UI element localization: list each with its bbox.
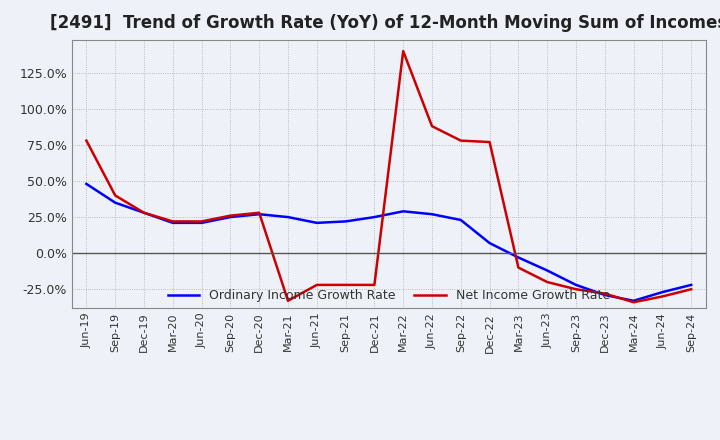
Net Income Growth Rate <box>82 138 91 143</box>
Ordinary Income Growth Rate <box>197 220 206 226</box>
Net Income Growth Rate <box>514 265 523 270</box>
Line: Net Income Growth Rate: Net Income Growth Rate <box>86 51 691 302</box>
Ordinary Income Growth Rate <box>629 298 638 304</box>
Net Income Growth Rate <box>140 210 148 216</box>
Ordinary Income Growth Rate <box>600 292 609 297</box>
Ordinary Income Growth Rate <box>370 214 379 220</box>
Net Income Growth Rate <box>226 213 235 218</box>
Ordinary Income Growth Rate <box>514 255 523 260</box>
Ordinary Income Growth Rate <box>658 290 667 295</box>
Ordinary Income Growth Rate <box>572 282 580 288</box>
Net Income Growth Rate <box>572 286 580 292</box>
Net Income Growth Rate <box>111 193 120 198</box>
Ordinary Income Growth Rate <box>140 210 148 216</box>
Ordinary Income Growth Rate <box>399 209 408 214</box>
Line: Ordinary Income Growth Rate: Ordinary Income Growth Rate <box>86 184 691 301</box>
Ordinary Income Growth Rate <box>687 282 696 288</box>
Net Income Growth Rate <box>399 48 408 54</box>
Net Income Growth Rate <box>543 279 552 285</box>
Ordinary Income Growth Rate <box>428 212 436 217</box>
Net Income Growth Rate <box>485 139 494 145</box>
Ordinary Income Growth Rate <box>111 200 120 205</box>
Ordinary Income Growth Rate <box>284 214 292 220</box>
Ordinary Income Growth Rate <box>485 240 494 246</box>
Net Income Growth Rate <box>658 294 667 299</box>
Net Income Growth Rate <box>341 282 350 288</box>
Ordinary Income Growth Rate <box>312 220 321 226</box>
Legend: Ordinary Income Growth Rate, Net Income Growth Rate: Ordinary Income Growth Rate, Net Income … <box>163 284 615 307</box>
Ordinary Income Growth Rate <box>226 214 235 220</box>
Ordinary Income Growth Rate <box>82 181 91 187</box>
Ordinary Income Growth Rate <box>543 268 552 273</box>
Ordinary Income Growth Rate <box>456 217 465 223</box>
Net Income Growth Rate <box>629 300 638 305</box>
Net Income Growth Rate <box>312 282 321 288</box>
Net Income Growth Rate <box>370 282 379 288</box>
Net Income Growth Rate <box>168 219 177 224</box>
Net Income Growth Rate <box>255 210 264 216</box>
Ordinary Income Growth Rate <box>168 220 177 226</box>
Net Income Growth Rate <box>428 124 436 129</box>
Net Income Growth Rate <box>456 138 465 143</box>
Net Income Growth Rate <box>284 298 292 304</box>
Net Income Growth Rate <box>687 286 696 292</box>
Ordinary Income Growth Rate <box>255 212 264 217</box>
Title: [2491]  Trend of Growth Rate (YoY) of 12-Month Moving Sum of Incomes: [2491] Trend of Growth Rate (YoY) of 12-… <box>50 15 720 33</box>
Net Income Growth Rate <box>600 291 609 296</box>
Ordinary Income Growth Rate <box>341 219 350 224</box>
Net Income Growth Rate <box>197 219 206 224</box>
